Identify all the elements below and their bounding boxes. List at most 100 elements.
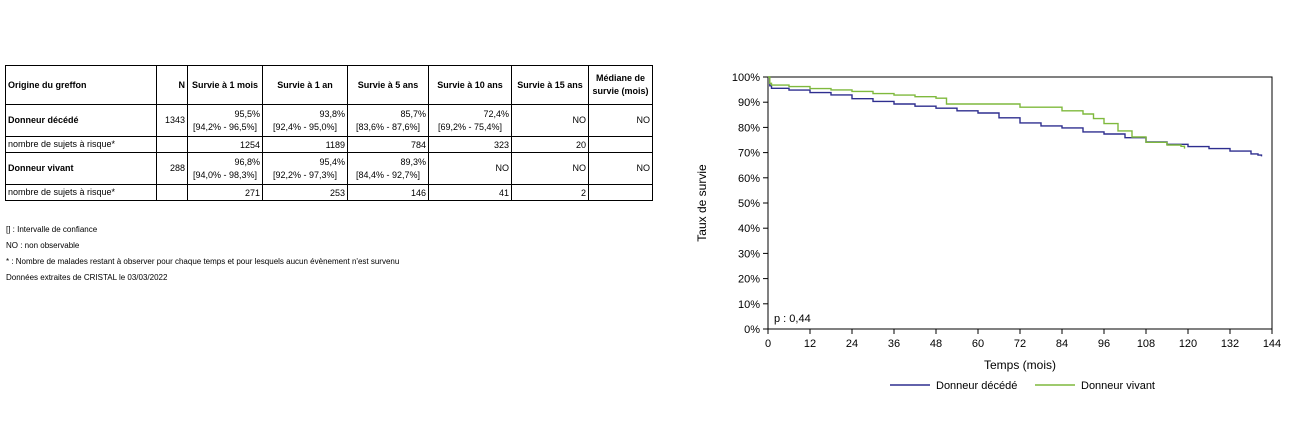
x-tick-label: 12	[804, 338, 816, 350]
y-tick-label: 100%	[732, 72, 760, 84]
risk-15-years: 2	[511, 184, 589, 201]
y-tick-label: 30%	[738, 248, 760, 260]
cell-median-survival: NO	[588, 104, 653, 137]
cell-survival-1-month: 96,8% [94,0% - 98,3%]	[187, 152, 263, 185]
note-not-observable: NO : non observable	[6, 241, 80, 250]
table-row-living-donor: Donneur vivant 288 96,8% [94,0% - 98,3%]…	[5, 152, 653, 185]
header-survival-15-years: Survie à 15 ans	[511, 65, 589, 105]
x-tick-label: 36	[888, 338, 900, 350]
risk-1-month: 271	[187, 184, 263, 201]
x-tick-label: 96	[1098, 338, 1110, 350]
y-tick-label: 70%	[738, 148, 760, 160]
cell-survival-5-years: 85,7% [83,6% - 87,6%]	[347, 104, 429, 137]
confidence-interval: [83,6% - 87,6%]	[355, 121, 421, 132]
cell-survival-1-year: 95,4% [92,2% - 97,3%]	[262, 152, 348, 185]
y-tick-label: 20%	[738, 274, 760, 286]
risk-1-year: 1189	[262, 136, 348, 153]
row-label: Donneur décédé	[5, 104, 157, 137]
header-survival-1-year: Survie à 1 an	[262, 65, 348, 105]
risk-n	[156, 184, 188, 201]
survival-value: 89,3%	[400, 156, 426, 167]
series-line-deceased-donor	[768, 76, 1263, 157]
x-tick-label: 84	[1056, 338, 1068, 350]
table-row-deceased-donor: Donneur décédé 1343 95,5% [94,2% - 96,5%…	[5, 104, 653, 137]
cell-survival-15-years: NO	[511, 152, 589, 185]
table-notes: [] : Intervalle de confiance NO : non ob…	[6, 222, 399, 286]
note-confidence-interval: [] : Intervalle de confiance	[6, 225, 98, 234]
x-axis-label: Temps (mois)	[984, 358, 1056, 372]
cell-median-survival: NO	[588, 152, 653, 185]
x-tick-label: 72	[1014, 338, 1026, 350]
y-tick-label: 40%	[738, 223, 760, 235]
survival-value: 85,7%	[400, 108, 426, 119]
y-tick-label: 80%	[738, 122, 760, 134]
survival-curve-chart: 0% 10% 20% 30% 40% 50% 60% 70% 80% 90% 100% 0 12 24 36…	[695, 72, 1281, 392]
y-tick-label: 0%	[744, 324, 760, 336]
confidence-interval: [92,2% - 97,3%]	[272, 169, 338, 180]
y-tick-label: 10%	[738, 299, 760, 311]
table-row-at-risk: nombre de sujets à risque* 271 253 146 4…	[5, 184, 653, 201]
risk-5-years: 146	[347, 184, 429, 201]
survival-value: 72,4%	[483, 108, 509, 119]
y-tick-label: 90%	[738, 97, 760, 109]
row-label: Donneur vivant	[5, 152, 157, 185]
p-value-annotation: p : 0,44	[774, 313, 811, 325]
risk-15-years: 20	[511, 136, 589, 153]
x-tick-label: 108	[1137, 338, 1155, 350]
plot-frame	[767, 76, 1273, 330]
y-tick-label: 50%	[738, 198, 760, 210]
cell-survival-15-years: NO	[511, 104, 589, 137]
survival-table: Origine du greffon N Survie à 1 mois Sur…	[5, 65, 653, 201]
header-n: N	[156, 65, 188, 105]
risk-10-years: 41	[428, 184, 512, 201]
header-survival-5-years: Survie à 5 ans	[347, 65, 429, 105]
header-median-line2: survie (mois)	[592, 86, 649, 96]
risk-1-year: 253	[262, 184, 348, 201]
header-survival-1-month: Survie à 1 mois	[187, 65, 263, 105]
confidence-interval: [69,2% - 75,4%]	[437, 121, 503, 132]
cell-survival-1-month: 95,5% [94,2% - 96,5%]	[187, 104, 263, 137]
cell-survival-1-year: 93,8% [92,4% - 95,0%]	[262, 104, 348, 137]
risk-median	[588, 136, 653, 153]
x-tick-label: 60	[972, 338, 984, 350]
y-tick-label: 60%	[738, 173, 760, 185]
legend-label-living-donor: Donneur vivant	[1081, 380, 1155, 392]
risk-1-month: 1254	[187, 136, 263, 153]
confidence-interval: [92,4% - 95,0%]	[272, 121, 338, 132]
header-origin: Origine du greffon	[5, 65, 157, 105]
confidence-interval: [94,0% - 98,3%]	[192, 169, 258, 180]
risk-median	[588, 184, 653, 201]
row-label: nombre de sujets à risque*	[5, 136, 157, 153]
note-at-risk-definition: * : Nombre de malades restant à observer…	[6, 257, 400, 266]
header-median-line1: Médiane de	[595, 73, 645, 83]
x-tick-label: 132	[1221, 338, 1239, 350]
y-axis-label: Taux de survie	[695, 164, 709, 242]
cell-survival-10-years: 72,4% [69,2% - 75,4%]	[428, 104, 512, 137]
confidence-interval: [84,4% - 92,7%]	[355, 169, 421, 180]
confidence-interval: [94,2% - 96,5%]	[192, 121, 258, 132]
survival-value: 96,8%	[234, 156, 260, 167]
cell-survival-10-years: NO	[428, 152, 512, 185]
header-median-survival: Médiane de survie (mois)	[588, 65, 653, 105]
table-header-row: Origine du greffon N Survie à 1 mois Sur…	[5, 65, 653, 105]
series-line-living-donor	[768, 76, 1186, 149]
survival-value: 95,5%	[234, 108, 260, 119]
row-n: 288	[156, 152, 188, 185]
cell-survival-5-years: 89,3% [84,4% - 92,7%]	[347, 152, 429, 185]
x-tick-label: 120	[1179, 338, 1197, 350]
risk-10-years: 323	[428, 136, 512, 153]
x-tick-label: 0	[765, 338, 771, 350]
table-row-at-risk: nombre de sujets à risque* 1254 1189 784…	[5, 136, 653, 153]
row-label: nombre de sujets à risque*	[5, 184, 157, 201]
x-tick-label: 48	[930, 338, 942, 350]
row-n: 1343	[156, 104, 188, 137]
x-tick-label: 144	[1263, 338, 1281, 350]
x-tick-label: 24	[846, 338, 858, 350]
risk-n	[156, 136, 188, 153]
legend-label-deceased-donor: Donneur décédé	[936, 380, 1017, 392]
survival-value: 95,4%	[319, 156, 345, 167]
survival-value: 93,8%	[319, 108, 345, 119]
header-survival-10-years: Survie à 10 ans	[428, 65, 512, 105]
note-data-source: Données extraites de CRISTAL le 03/03/20…	[6, 273, 168, 282]
risk-5-years: 784	[347, 136, 429, 153]
